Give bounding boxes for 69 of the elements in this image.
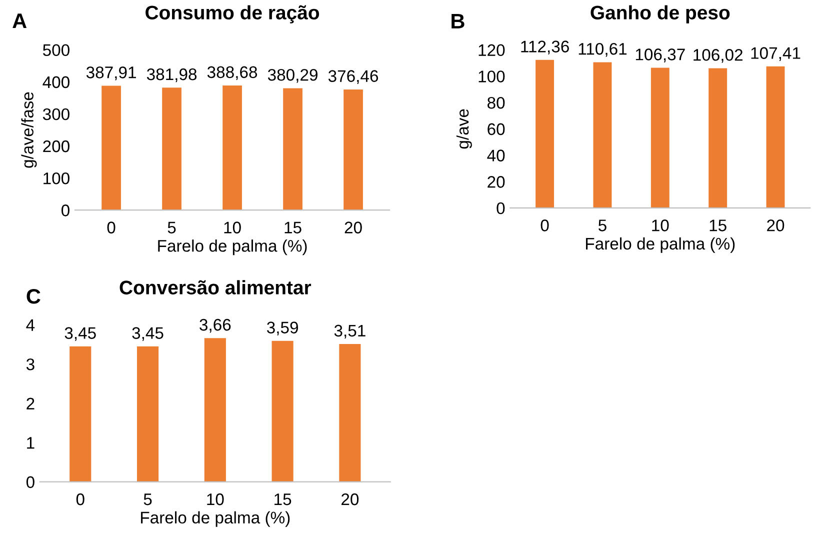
x-axis-title: Farelo de palma (%) — [141, 511, 290, 527]
x-axis-title: Farelo de palma (%) — [586, 237, 735, 253]
bar — [204, 338, 226, 482]
x-tick-label: 0 — [76, 493, 84, 506]
y-tick-label: 2 — [26, 398, 34, 410]
y-tick-label: 120 — [478, 44, 505, 56]
y-tick-label: 100 — [44, 172, 70, 184]
x-tick-label: 10 — [207, 493, 224, 506]
bar — [136, 346, 159, 482]
y-tick-label: 20 — [488, 176, 505, 188]
bar — [766, 66, 785, 208]
bar — [70, 346, 92, 482]
y-tick-label: 200 — [43, 140, 70, 152]
x-tick-label: 5 — [144, 494, 152, 506]
data-label: 381,98 — [146, 68, 197, 82]
chart-title: Ganho de peso — [590, 5, 730, 24]
data-label: 388,68 — [207, 66, 258, 80]
x-tick-label: 0 — [540, 220, 549, 232]
x-tick-label: 10 — [224, 222, 241, 234]
y-tick-label: 1 — [27, 437, 34, 449]
bar — [536, 60, 554, 208]
data-label: 3,45 — [132, 327, 164, 341]
x-tick-label: 15 — [274, 494, 292, 506]
data-label: 112,36 — [521, 40, 569, 54]
x-tick-label: 20 — [342, 493, 359, 506]
bar — [708, 68, 728, 208]
x-tick-label: 5 — [168, 222, 176, 234]
x-tick-label: 15 — [710, 220, 726, 232]
data-label: 110,61 — [578, 42, 627, 57]
x-axis-title: Farelo de palma (%) — [158, 240, 307, 256]
y-tick-label: 3 — [26, 358, 34, 370]
x-tick-label: 20 — [344, 222, 362, 234]
y-tick-label: 80 — [488, 96, 505, 109]
y-axis-title: g/ave — [456, 109, 472, 149]
y-tick-label: 300 — [42, 108, 70, 120]
x-tick-label: 15 — [284, 222, 302, 234]
y-tick-label: 400 — [42, 76, 70, 88]
data-label: 3,51 — [334, 324, 366, 339]
bar — [650, 68, 670, 208]
bar — [339, 344, 361, 482]
x-tick-label: 20 — [767, 220, 784, 232]
y-tick-label: 40 — [487, 150, 505, 162]
data-label: 106,02 — [694, 49, 742, 63]
text: C — [26, 288, 40, 304]
data-label: 3,66 — [200, 318, 231, 333]
y-tick-label: 0 — [496, 202, 505, 214]
data-label: 3,59 — [266, 322, 298, 336]
bar — [593, 62, 612, 208]
y-tick-label: 500 — [42, 44, 70, 56]
data-label: 106,37 — [636, 48, 685, 62]
bar — [272, 340, 294, 482]
chart-title: Consumo de ração — [146, 5, 320, 24]
text: B — [452, 14, 464, 28]
y-tick-label: 100 — [478, 70, 505, 82]
y-tick-label: 60 — [488, 123, 505, 136]
text: A — [12, 14, 27, 28]
chart-title: Conversão alimentar — [120, 280, 312, 294]
x-tick-label: 5 — [598, 220, 606, 232]
data-label: 107,41 — [751, 47, 800, 61]
data-label: 380,29 — [268, 68, 318, 83]
data-label: 3,45 — [64, 327, 96, 341]
x-tick-label: 0 — [107, 222, 116, 234]
x-tick-label: 10 — [652, 220, 669, 232]
y-tick-label: 0 — [26, 476, 34, 488]
y-tick-label: 0 — [62, 204, 70, 216]
y-axis-title: g/ave/fase — [21, 92, 37, 168]
data-label: 376,46 — [328, 70, 378, 84]
y-tick-label: 4 — [26, 319, 35, 331]
data-label: 387,91 — [86, 66, 136, 80]
